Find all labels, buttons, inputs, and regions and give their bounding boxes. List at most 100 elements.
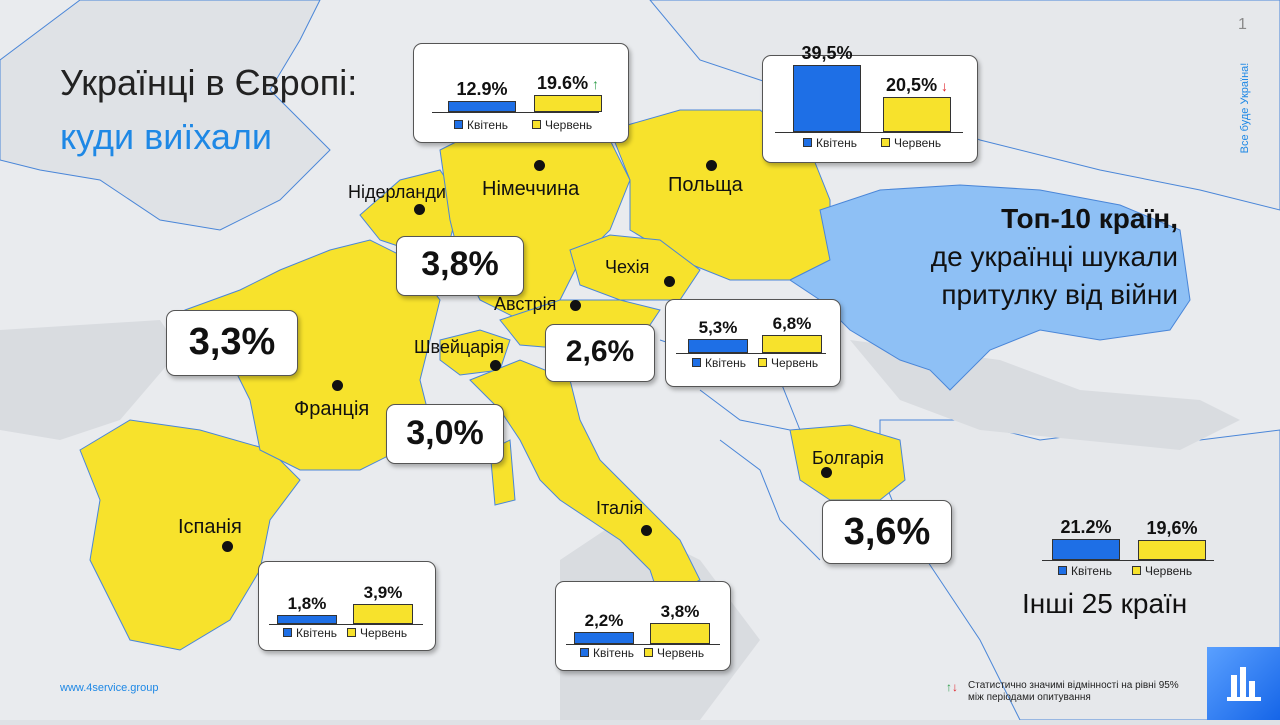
subtitle-line3: притулку від війни [941,279,1178,310]
slide-title-accent: куди виїхали [60,116,273,157]
chart-czechia: 5,3% 6,8% Квітень Червень [666,300,840,386]
vertical-slogan: Все буде Україна! [1239,62,1251,154]
chart-others: 21.2% 19,6% Квітень Червень [1034,508,1224,584]
legend-swatch [347,628,356,638]
legend-swatch [1132,566,1141,576]
website-link[interactable]: www.4service.group [60,682,159,694]
value-spain-april: 1,8% [287,593,327,613]
label-poland: Польща [668,174,743,196]
card-italy: 2,2% 3,8% Квітень Червень [555,581,731,671]
legend-swatch [283,628,292,638]
chart-italy: 2,2% 3,8% Квітень Червень [556,582,730,670]
others-label: Інші 25 країн [1022,588,1188,619]
share-austria: 2,6% [565,335,635,368]
legend-spain-june: Червень [347,626,407,640]
value-italy-june: 3,8% [660,602,700,622]
bar-czechia-june [762,335,822,353]
legend-swatch [454,120,463,130]
logo-bars-icon [1227,667,1261,701]
dot-switzerland [490,360,501,371]
chart-germany: 12.9% 19.6% ↑ Квітень Червень [414,44,628,142]
legend-swatch [580,648,589,658]
value-italy-april: 2,2% [584,611,624,631]
callout-france: 3,3% [166,310,298,376]
value-spain-june: 3,9% [363,582,403,602]
legend-germany-april: Квітень [454,118,508,132]
legend-poland-june: Червень [881,136,941,150]
legend-italy-june: Червень [644,646,704,660]
legend-swatch [1058,566,1067,576]
callout-bulgaria: 3,6% [822,500,952,564]
label-germany: Німеччина [482,178,580,200]
value-others-april: 21.2% [1060,516,1112,537]
share-netherlands: 3,8% [421,245,499,283]
legend-others-april: Квітень [1058,564,1112,578]
value-germany-april: 12.9% [456,79,508,100]
legend-swatch [692,358,701,368]
card-spain: 1,8% 3,9% Квітень Червень [258,561,436,651]
significance-arrows-icon: ↑↓ [946,680,958,694]
label-france: Франція [294,398,370,420]
label-czechia: Чехія [605,257,650,277]
axis-poland [775,132,963,133]
dot-netherlands [414,204,425,215]
bar-czechia-april [688,339,748,353]
legend-swatch [803,138,812,148]
significant-decrease-icon: ↓ [937,78,948,95]
value-poland-june: 20,5% ↓ [886,75,948,96]
label-bulgaria: Болгарія [812,448,884,468]
subtitle-block: Топ-10 країн, де українці шукали притулк… [860,200,1178,314]
subtitle-bold: Топ-10 країн, [1001,203,1178,234]
share-bulgaria: 3,6% [843,511,931,553]
share-switzerland: 3,0% [406,414,484,452]
legend-spain-april: Квітень [283,626,337,640]
bar-germany-june [534,95,602,112]
axis-italy [566,644,720,645]
share-france: 3,3% [188,321,276,363]
legend-germany-june: Червень [532,118,592,132]
dot-germany [534,160,545,171]
value-czechia-june: 6,8% [772,314,812,334]
bar-others-april [1052,538,1120,560]
card-germany: 12.9% 19.6% ↑ Квітень Червень [413,43,629,143]
bar-italy-april [574,632,634,644]
slide-title: Українці в Європі: [60,62,358,103]
subtitle-line2: де українці шукали [930,241,1178,272]
label-netherlands: Нідерланди [348,182,446,202]
bar-italy-june [650,623,710,644]
bar-spain-june [353,603,413,624]
value-others-june: 19,6% [1146,518,1198,539]
callout-netherlands: 3,8% [396,236,524,296]
label-italy: Італія [596,498,644,518]
axis-germany [432,112,599,113]
axis-others [1042,560,1214,561]
bar-poland-june [883,97,951,132]
legend-italy-april: Квітень [580,646,634,660]
label-spain: Іспанія [178,516,242,538]
callout-switzerland: 3,0% [386,404,504,464]
axis-czechia [676,353,826,354]
callout-austria: 2,6% [545,324,655,382]
card-poland: 39,5% 20,5% ↓ Квітень Червень [762,43,978,163]
card-czechia: 5,3% 6,8% Квітень Червень [665,299,841,387]
legend-czechia-june: Червень [758,356,818,370]
bar-germany-april [448,101,516,112]
legend-others-june: Червень [1132,564,1192,578]
legend-poland-april: Квітень [803,136,857,150]
dot-austria [570,300,581,311]
page-number: 1 [1238,16,1247,33]
axis-spain [269,624,423,625]
label-austria: Австрія [494,294,557,314]
chart-spain: 1,8% 3,9% Квітень Червень [259,562,435,650]
significant-increase-icon: ↑ [588,76,599,93]
bar-spain-april [277,614,337,624]
chart-poland: 39,5% 20,5% ↓ Квітень Червень [763,43,977,162]
bar-others-june [1138,540,1206,560]
value-poland-april: 39,5% [801,42,853,63]
legend-czechia-april: Квітень [692,356,746,370]
value-germany-june: 19.6% ↑ [537,73,599,94]
company-logo [1207,647,1280,720]
dot-bulgaria [821,467,832,478]
value-czechia-april: 5,3% [698,318,738,338]
label-switzerland: Швейцарія [414,337,504,357]
